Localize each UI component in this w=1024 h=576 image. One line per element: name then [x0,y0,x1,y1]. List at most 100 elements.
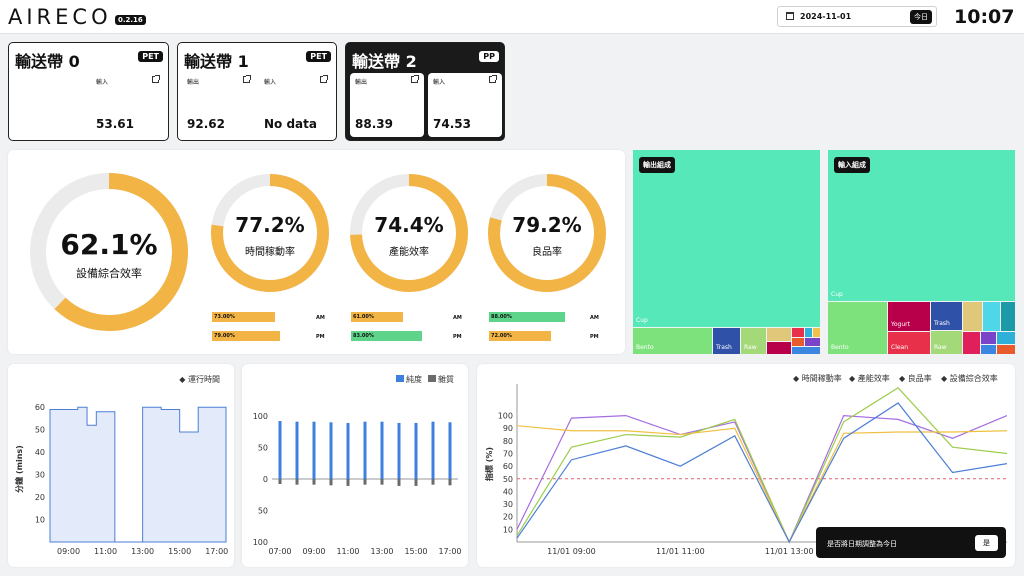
kpi-label: 時間稼動率 [245,247,295,258]
treemap-cell-small[interactable] [981,345,996,354]
bar-tag: PM [316,334,325,340]
bar-fill: 61.00% [351,312,404,322]
y-axis-title: 分鐘 (mins) [14,445,24,493]
conveyor-input-metric[interactable]: 輸入 74.53 [428,73,502,137]
conveyor-card-0[interactable]: 輸送帶 0 PET 輸入 53.61 [8,42,169,141]
metric-label: 輸出 [187,79,200,86]
impurity-bar [363,479,367,485]
oee-label: 設備綜合效率 [76,267,142,280]
impurity-bar [329,479,333,486]
legend-item: ◆ 時間稼動率 [793,373,842,383]
kpi-value: 79.2% [512,213,582,237]
treemap-cell-small[interactable] [963,302,982,331]
legend-swatch [428,375,436,382]
kpi-gauge-text: 74.4% 產能效率 [359,213,459,258]
output-treemap[interactable]: Cup Bento Trash Raw 輸出組成 [633,150,820,354]
kpi-gauge-arc [211,174,329,292]
bar-tag: AM [590,315,599,321]
oee-gauge-arc [30,173,188,331]
treemap-cell-small[interactable] [792,338,804,346]
x-tick-label: 11/01 11:00 [656,547,705,556]
bar-fill: 83.00% [351,331,423,341]
y-tick-label: 60 [503,462,513,471]
treemap-cell-clean[interactable]: Clean [888,332,930,354]
x-tick-label: 11/01 09:00 [547,547,596,556]
bar-fill: 73.00% [212,312,275,322]
impurity-bar [431,479,435,485]
bar-tag: AM [316,315,325,321]
purity-bar [295,421,299,479]
treemap-cell-yogurt[interactable]: Yogurt [888,302,930,331]
metric-value: 53.61 [96,117,134,131]
x-tick-label: 13:00 [370,547,393,556]
oee-gauge-text: 62.1% 設備綜合效率 [39,228,179,281]
treemap-cell-bento[interactable]: Bento [828,302,887,354]
input-treemap[interactable]: Cup Bento Yogurt Clean Trash Raw 輸入組成 [828,150,1015,354]
treemap-cell-small[interactable] [805,328,812,337]
treemap-cell-bento[interactable]: Bento [633,328,712,354]
treemap-cell-small[interactable] [792,328,804,337]
conveyor-card-1[interactable]: 輸送帶 1 PET 輸出 92.62 輸入 No data [177,42,337,141]
treemap-cell-cup[interactable]: Cup [828,150,1015,301]
treemap-cell-small[interactable] [997,345,1015,354]
external-link-icon[interactable] [489,75,497,83]
material-badge: PET [306,51,331,62]
x-tick-label: 17:00 [205,547,228,556]
y-tick-label: 100 [253,538,268,547]
treemap-cell-trash[interactable]: Trash [931,302,962,330]
toast-confirm-button[interactable]: 是 [975,535,998,551]
treemap-cell-raw[interactable]: Raw [931,331,962,354]
conveyor-card-2[interactable]: 輸送帶 2 PP 輸出 88.39 輸入 74.53 [345,42,505,141]
x-tick-label: 13:00 [131,547,154,556]
treemap-cell-small[interactable] [963,332,980,354]
impurity-bar [397,479,401,486]
y-tick-label: 50 [258,444,268,453]
y-tick-label: 20 [35,493,45,502]
conveyor-output-metric[interactable]: 輸出 88.39 [350,73,424,137]
y-tick-label: 10 [35,516,45,525]
purity-bar [363,421,367,479]
x-tick-label: 11:00 [336,547,359,556]
bar-tag: PM [590,334,599,340]
conveyor-input-metric[interactable]: 輸入 53.61 [91,73,165,137]
y-tick-label: 20 [503,513,513,522]
treemap-cell-small[interactable] [805,338,820,346]
treemap-cell-small[interactable] [1001,302,1015,331]
treemap-cell-small[interactable] [767,328,791,341]
runtime-area [49,406,227,543]
x-tick-label: 09:00 [57,547,80,556]
conveyor-input-metric[interactable]: 輸入 No data [259,73,333,137]
treemap-cell-raw[interactable]: Raw [741,328,766,354]
kpi-gauge-arc [488,174,606,292]
treemap-cell-small[interactable] [997,332,1015,344]
legend-item: ◆ 設備綜合效率 [941,373,998,383]
toast-message: 是否將日期調整為今日 [827,540,897,548]
treemap-cell-small[interactable] [983,302,1000,331]
treemap-cell-cup[interactable]: Cup [633,150,820,327]
today-button[interactable]: 今日 [910,10,932,24]
purity-chart-panel: 100 50 0 50 100 07:00 09:00 11:00 13:00 15:00 17:0… [242,364,468,567]
treemap-cell-small[interactable] [813,328,820,337]
purity-bar [397,422,401,479]
treemap-cell-small[interactable] [767,342,791,354]
kpi-value: 74.4% [374,213,444,237]
treemap-cell-small[interactable] [792,347,820,354]
impurity-bar [380,479,384,485]
x-tick-label: 11:00 [94,547,117,556]
oee-value: 62.1% [60,228,158,261]
external-link-icon[interactable] [320,75,328,83]
y-tick-label: 10 [503,525,513,534]
date-picker[interactable]: 2024-11-01 今日 [777,6,937,27]
conveyor-output-metric[interactable]: 輸出 92.62 [182,73,256,137]
treemap-cell-trash[interactable]: Trash [713,328,740,354]
kpi-bar-am: 61.00% AM [351,312,467,322]
external-link-icon[interactable] [152,75,160,83]
kpi-bar-am: 73.00% AM [212,312,328,322]
treemap-cell-small[interactable] [981,332,996,344]
legend-item: 雜質 [438,374,454,384]
legend-item: ◆ 運行時間 [179,374,220,384]
y-tick-label: 50 [258,507,268,516]
external-link-icon[interactable] [243,75,251,83]
external-link-icon[interactable] [411,75,419,83]
